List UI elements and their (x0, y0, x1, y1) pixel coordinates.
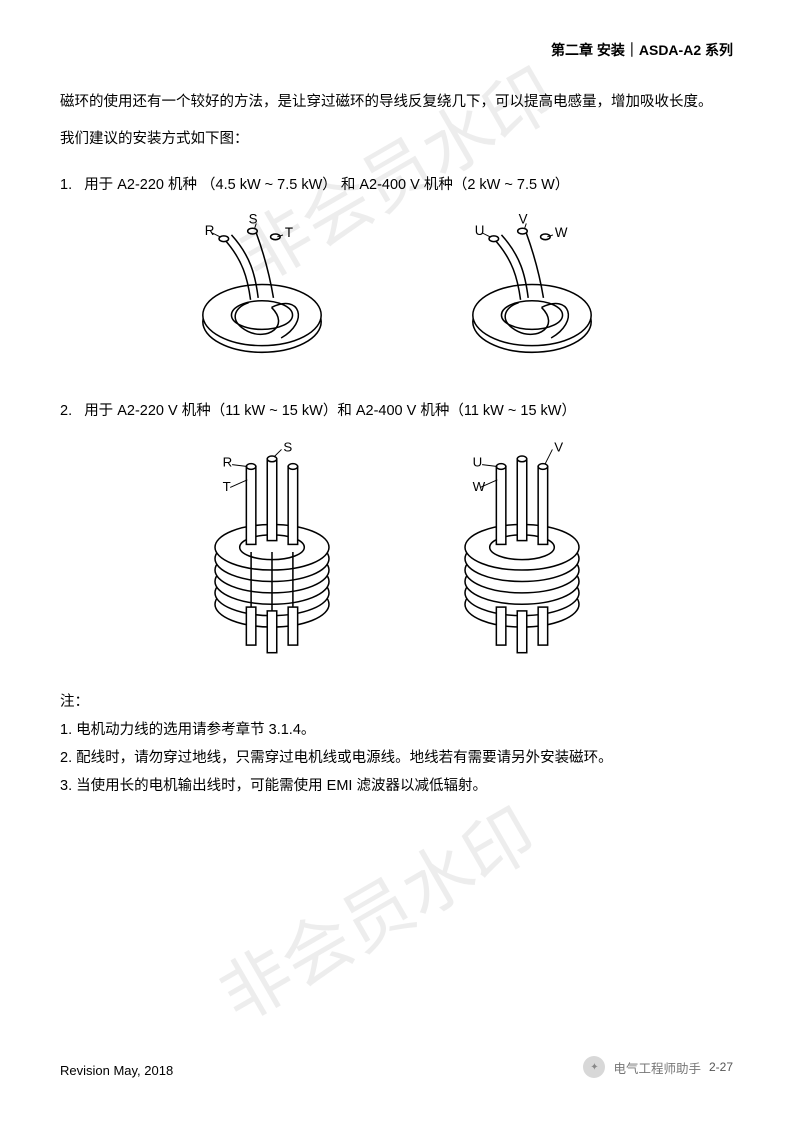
watermark-2: 非会员水印 (198, 779, 552, 1041)
diagram-row-1: R S T (60, 212, 733, 374)
stacked-core-diagram-rst: R S T (177, 438, 367, 666)
page-footer: Revision May, 2018 ✦ 电气工程师助手 2-27 (60, 1056, 733, 1078)
intro-paragraph-1: 磁环的使用还有一个较好的方法，是让穿过磁环的导线反复绕几下，可以提高电感量，增加… (60, 88, 733, 117)
header-text: 第二章 安装｜ASDA-A2 系列 (551, 42, 733, 58)
stacked-core-diagram-uvw: U V W (427, 438, 617, 666)
note-3: 3. 当使用长的电机输出线时，可能需使用 EMI 滤波器以减低辐射。 (60, 773, 733, 801)
label2-W: W (472, 480, 485, 495)
label2-R: R (222, 455, 232, 470)
label2-T: T (222, 480, 230, 495)
label-T: T (284, 225, 292, 240)
list-item-2: 2. 用于 A2-220 V 机种（11 kW ~ 15 kW）和 A2-400… (60, 398, 733, 424)
list-text-1: 用于 A2-220 机种 （4.5 kW ~ 7.5 kW） 和 A2-400 … (84, 177, 569, 193)
toroid-diagram-rst: R S T (157, 212, 367, 374)
revision-text: Revision May, 2018 (60, 1063, 173, 1078)
list-num-2: 2. (60, 403, 72, 419)
label2-V: V (554, 440, 563, 455)
notes-heading: 注： (60, 690, 733, 711)
diagram-row-2: R S T (60, 438, 733, 666)
label-W: W (554, 225, 567, 240)
intro-paragraph-2: 我们建议的安装方式如下图： (60, 125, 733, 154)
page-number: 2-27 (709, 1060, 733, 1074)
footer-right: ✦ 电气工程师助手 2-27 (583, 1056, 733, 1078)
page-header: 第二章 安装｜ASDA-A2 系列 (60, 40, 733, 60)
list-item-1: 1. 用于 A2-220 机种 （4.5 kW ~ 7.5 kW） 和 A2-4… (60, 172, 733, 198)
list-text-2: 用于 A2-220 V 机种（11 kW ~ 15 kW）和 A2-400 V … (84, 403, 576, 419)
wechat-icon: ✦ (583, 1056, 605, 1078)
label2-S: S (283, 440, 292, 455)
toroid-diagram-uvw: U V W (427, 212, 637, 374)
list-num-1: 1. (60, 177, 72, 193)
account-name: 电气工程师助手 (613, 1058, 701, 1077)
label-R: R (204, 223, 214, 238)
label-U: U (474, 223, 484, 238)
note-1: 1. 电机动力线的选用请参考章节 3.1.4。 (60, 717, 733, 745)
note-2: 2. 配线时，请勿穿过地线，只需穿过电机线或电源线。地线若有需要请另外安装磁环。 (60, 745, 733, 773)
label2-U: U (472, 455, 482, 470)
page: 第二章 安装｜ASDA-A2 系列 磁环的使用还有一个较好的方法，是让穿过磁环的… (0, 0, 793, 1122)
